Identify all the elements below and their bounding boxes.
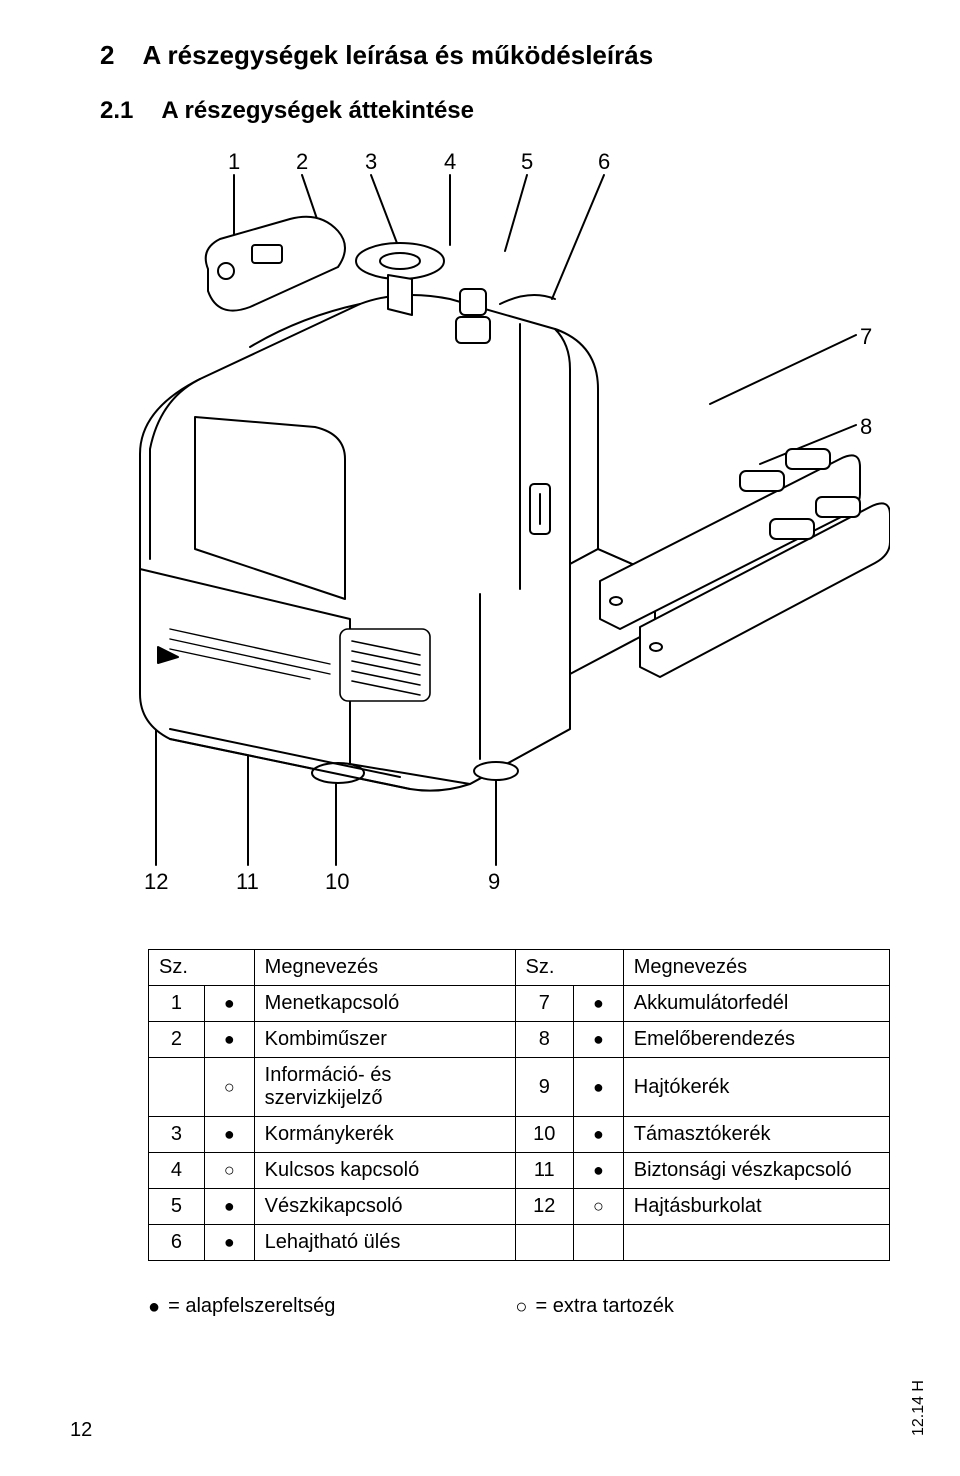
cell-sym: ●: [204, 1189, 254, 1225]
cell-num: 5: [149, 1189, 205, 1225]
cell-sym: ●: [204, 1022, 254, 1058]
table-row: 2 ● Kombiműszer 8 ● Emelőberendezés: [149, 1022, 890, 1058]
col-header-sz-right: Sz.: [515, 950, 623, 986]
cell-num: 10: [515, 1117, 573, 1153]
cell-num: 11: [515, 1153, 573, 1189]
cell-sym: ●: [574, 986, 624, 1022]
subsection-number: 2.1: [100, 97, 133, 125]
table-row: ○ Információ- és szervizkijelző 9 ● Hajt…: [149, 1058, 890, 1117]
cell-name: Vészkikapcsoló: [254, 1189, 515, 1225]
legend: ● = alapfelszereltség ○ = extra tartozék: [148, 1295, 890, 1318]
col-header-name-left: Megnevezés: [254, 950, 515, 986]
col-header-sz-left: Sz.: [149, 950, 255, 986]
cell-name: Információ- és szervizkijelző: [254, 1058, 515, 1117]
subsection-heading: 2.1 A részegységek áttekintése: [100, 97, 890, 125]
cell-sym: ○: [204, 1153, 254, 1189]
cell-num: 4: [149, 1153, 205, 1189]
cell-name: Menetkapcsoló: [254, 986, 515, 1022]
cell-sym: ○: [204, 1058, 254, 1117]
cell-num: 12: [515, 1189, 573, 1225]
cell-num: 3: [149, 1117, 205, 1153]
table-row: 5 ● Vészkikapcsoló 12 ○ Hajtásburkolat: [149, 1189, 890, 1225]
cell-name: Kulcsos kapcsoló: [254, 1153, 515, 1189]
section-number: 2: [100, 40, 114, 71]
cell-num: [515, 1225, 573, 1261]
parts-table: Sz. Megnevezés Sz. Megnevezés 1 ● Menetk…: [148, 949, 890, 1261]
cell-name: Kombiműszer: [254, 1022, 515, 1058]
table-header-row: Sz. Megnevezés Sz. Megnevezés: [149, 950, 890, 986]
table-row: 1 ● Menetkapcsoló 7 ● Akkumulátorfedél: [149, 986, 890, 1022]
cell-num: 8: [515, 1022, 573, 1058]
table-row: 6 ● Lehajtható ülés: [149, 1225, 890, 1261]
cell-name: Biztonsági vészkapcsoló: [623, 1153, 889, 1189]
parts-table-wrap: Sz. Megnevezés Sz. Megnevezés 1 ● Menetk…: [148, 949, 890, 1261]
side-code: 12.14 H: [910, 1380, 928, 1436]
cell-name: Támasztókerék: [623, 1117, 889, 1153]
cell-sym: ○: [574, 1189, 624, 1225]
diagram-area: 1 2 3 4 5 6 7 8 12 11 10 9: [100, 149, 890, 929]
col-header-name-right: Megnevezés: [623, 950, 889, 986]
cell-name: Emelőberendezés: [623, 1022, 889, 1058]
page: 2 A részegységek leírása és működésleírá…: [0, 0, 960, 1476]
legend-extra-text: = extra tartozék: [536, 1295, 674, 1318]
cell-num: [149, 1058, 205, 1117]
cell-num: 2: [149, 1022, 205, 1058]
cell-sym: ●: [204, 1225, 254, 1261]
cell-num: 9: [515, 1058, 573, 1117]
cell-sym: [574, 1225, 624, 1261]
cell-sym: ●: [574, 1117, 624, 1153]
cell-name: Lehajtható ülés: [254, 1225, 515, 1261]
cell-sym: ●: [204, 1117, 254, 1153]
cell-num: 7: [515, 986, 573, 1022]
section-heading: 2 A részegységek leírása és működésleírá…: [100, 40, 890, 71]
cell-name: Kormánykerék: [254, 1117, 515, 1153]
cell-name: Hajtókerék: [623, 1058, 889, 1117]
filled-circle-icon: ●: [148, 1297, 160, 1317]
table-row: 4 ○ Kulcsos kapcsoló 11 ● Biztonsági vés…: [149, 1153, 890, 1189]
cell-sym: ●: [204, 986, 254, 1022]
subsection-title: A részegységek áttekintése: [161, 97, 474, 125]
cell-sym: ●: [574, 1058, 624, 1117]
table-row: 3 ● Kormánykerék 10 ● Támasztókerék: [149, 1117, 890, 1153]
legend-standard: ● = alapfelszereltség: [148, 1295, 335, 1318]
legend-standard-text: = alapfelszereltség: [168, 1295, 335, 1318]
page-number: 12: [70, 1419, 92, 1442]
open-circle-icon: ○: [515, 1297, 527, 1317]
cell-name: [623, 1225, 889, 1261]
cell-sym: ●: [574, 1153, 624, 1189]
cell-name: Akkumulátorfedél: [623, 986, 889, 1022]
section-title: A részegységek leírása és működésleírás: [142, 40, 653, 71]
cell-name: Hajtásburkolat: [623, 1189, 889, 1225]
pallet-truck-diagram: [100, 149, 890, 929]
cell-num: 6: [149, 1225, 205, 1261]
cell-sym: ●: [574, 1022, 624, 1058]
legend-extra: ○ = extra tartozék: [515, 1295, 674, 1318]
cell-num: 1: [149, 986, 205, 1022]
